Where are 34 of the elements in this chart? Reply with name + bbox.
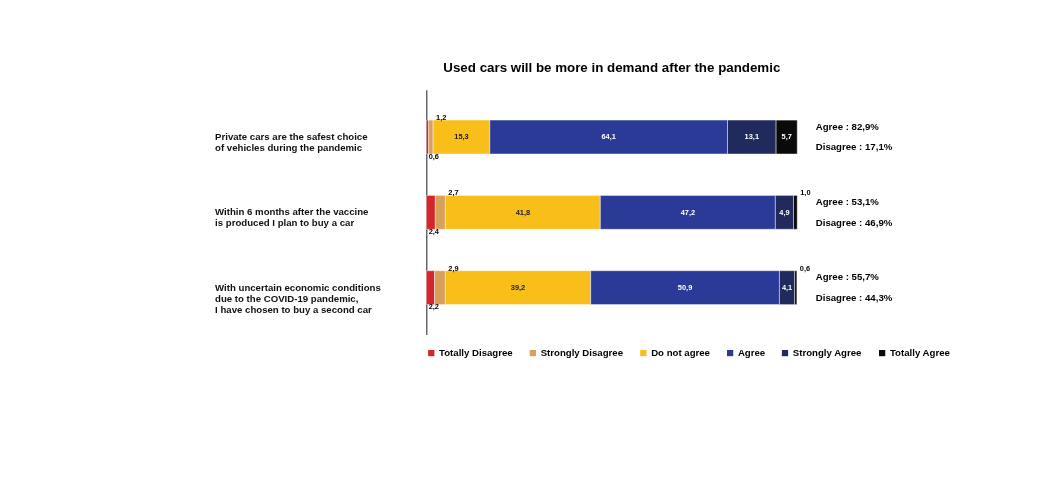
legend-label: Agree xyxy=(737,347,766,359)
data-label: 2,7 xyxy=(448,188,459,198)
data-label: 2,2 xyxy=(428,302,439,312)
legend-label: Totally Agree xyxy=(889,347,951,359)
legend-label: Strongly Agree xyxy=(792,347,863,359)
text: Agree : 53,1% xyxy=(815,195,880,207)
data-label: 39,2 xyxy=(510,282,526,292)
data-label: 4,9 xyxy=(779,207,790,217)
text: Disagree : 44,3% xyxy=(815,292,893,304)
data-label: 1,2 xyxy=(436,112,447,122)
y-tick-label: With uncertain economic conditions due to the COVID-19 pandemic, I have chosen to buy a second car xyxy=(215,281,381,315)
text: Agree : 55,7% xyxy=(815,271,880,283)
data-label: 1,0 xyxy=(800,188,811,198)
legend-label: Totally Disagree xyxy=(439,347,514,359)
legend-label: Do not agree xyxy=(651,347,711,359)
text: Disagree : 46,9% xyxy=(815,216,893,228)
data-label: 0,6 xyxy=(428,151,439,161)
data-label: 15,3 xyxy=(454,132,469,142)
text: Agree : 82,9% xyxy=(815,120,880,132)
y-tick-label: Within 6 months after the vaccine is produced I plan to buy a car xyxy=(215,206,370,229)
data-label: 4,1 xyxy=(781,282,793,292)
data-label: 41,8 xyxy=(515,207,531,217)
data-label: 5,7 xyxy=(781,132,792,142)
text: Disagree : 17,1% xyxy=(815,141,893,153)
data-label: 0,6 xyxy=(799,263,811,273)
data-label: 64,1 xyxy=(601,132,616,142)
data-label: 50,9 xyxy=(677,282,693,292)
chart-title: Used cars will be more in demand after the pandemic xyxy=(443,60,781,76)
data-label: 2,4 xyxy=(428,226,440,236)
data-label: 13,1 xyxy=(744,132,760,142)
data-label: 2,9 xyxy=(448,263,459,273)
legend-label: Strongly Disagree xyxy=(540,347,624,359)
y-tick-label: Private cars are the safest choice of vehicles during the pandemic xyxy=(215,131,369,154)
data-label: 47,2 xyxy=(680,207,696,217)
